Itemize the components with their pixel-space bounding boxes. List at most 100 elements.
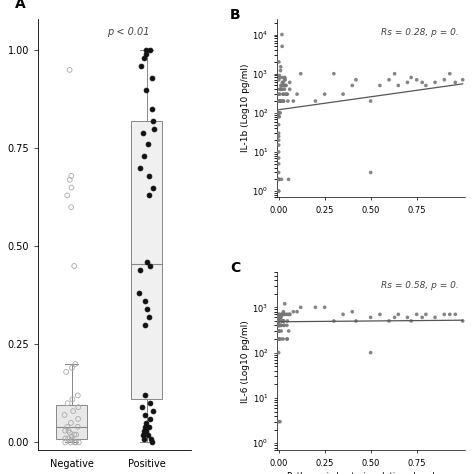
Point <box>391 314 398 321</box>
Point <box>413 76 420 83</box>
Point <box>281 310 288 318</box>
Point <box>276 73 284 81</box>
Point <box>142 321 149 328</box>
Text: B: B <box>230 8 240 22</box>
Point <box>68 364 76 372</box>
Point <box>285 175 292 183</box>
Point <box>431 79 439 86</box>
Point <box>276 314 284 321</box>
Point <box>385 317 393 325</box>
Point <box>275 321 283 329</box>
Point <box>277 314 284 321</box>
Point <box>352 76 360 83</box>
Point <box>139 431 147 438</box>
Point <box>422 310 429 318</box>
Point <box>275 321 283 329</box>
Point <box>275 314 283 321</box>
Point <box>404 79 411 86</box>
Point <box>71 431 78 438</box>
Point <box>277 85 284 93</box>
Text: Rs = 0.28, p = 0.: Rs = 0.28, p = 0. <box>381 28 459 37</box>
Point <box>275 187 283 195</box>
Point <box>281 76 289 83</box>
Point <box>275 314 283 321</box>
Point <box>148 438 155 446</box>
Point <box>367 169 374 176</box>
Point <box>149 407 156 415</box>
Point <box>277 85 285 93</box>
Point <box>275 310 283 318</box>
Point <box>139 129 146 137</box>
Point <box>282 91 290 98</box>
Point <box>278 31 286 38</box>
Point <box>352 317 360 325</box>
Point <box>276 85 283 93</box>
Point <box>146 262 154 270</box>
Point <box>144 141 152 148</box>
Point <box>275 154 283 162</box>
Point <box>67 172 75 180</box>
Point <box>143 258 151 266</box>
Point <box>281 300 289 308</box>
Point <box>275 175 283 183</box>
Point <box>277 63 284 71</box>
Point <box>376 82 383 89</box>
Point <box>275 317 283 325</box>
Point <box>394 310 402 318</box>
Point <box>74 415 82 423</box>
Point <box>290 97 297 105</box>
Point <box>64 423 71 430</box>
Point <box>275 169 283 176</box>
Point <box>321 303 328 311</box>
Point <box>275 317 283 325</box>
Point <box>275 91 283 98</box>
Point <box>61 411 68 419</box>
Point <box>275 148 283 156</box>
Point <box>277 85 285 93</box>
Point <box>431 314 439 321</box>
Point <box>376 310 383 318</box>
Point <box>67 438 74 446</box>
Point <box>367 349 374 356</box>
Point <box>278 43 286 50</box>
Point <box>64 427 72 435</box>
Point <box>419 79 426 86</box>
Point <box>275 335 283 343</box>
Point <box>70 262 78 270</box>
Point <box>280 317 287 325</box>
Point <box>275 317 283 325</box>
Y-axis label: IL-1b (Log10 pg/ml): IL-1b (Log10 pg/ml) <box>240 64 249 152</box>
Point <box>282 82 289 89</box>
Point <box>278 97 285 105</box>
Point <box>286 79 293 86</box>
Point <box>391 70 398 77</box>
Point <box>277 335 284 343</box>
Text: C: C <box>230 261 240 275</box>
Point <box>275 137 283 144</box>
Point <box>146 415 154 423</box>
Point <box>440 76 448 83</box>
Point <box>147 435 155 442</box>
Point <box>293 308 301 316</box>
Point <box>297 70 304 77</box>
Point <box>145 423 153 430</box>
Point <box>459 317 466 325</box>
Point <box>71 438 79 446</box>
Point <box>348 308 356 316</box>
Point <box>285 327 292 335</box>
Point <box>275 317 283 325</box>
Point <box>149 117 157 125</box>
Point <box>275 327 283 335</box>
Point <box>69 395 76 403</box>
Point <box>275 327 283 335</box>
Point <box>68 436 75 443</box>
Point <box>277 67 284 74</box>
Point <box>422 82 429 89</box>
Point <box>275 321 283 329</box>
Point <box>279 73 286 81</box>
Point <box>279 91 287 98</box>
Bar <box>56 405 87 438</box>
Point <box>452 310 459 318</box>
Point <box>290 308 297 316</box>
Point <box>330 70 337 77</box>
